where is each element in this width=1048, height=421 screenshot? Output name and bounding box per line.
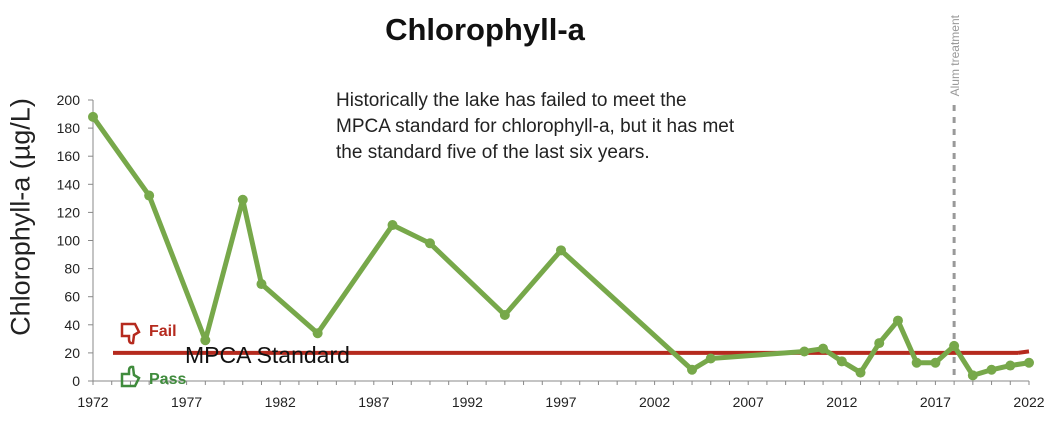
data-point (949, 340, 960, 351)
pass-label: Pass (149, 371, 186, 388)
data-point (556, 245, 566, 256)
x-tick-label: 1972 (77, 394, 108, 410)
y-tick-label: 160 (57, 148, 81, 164)
x-tick-label: 2017 (920, 394, 951, 410)
data-point (312, 328, 323, 339)
treatment-label: Alum treatment (948, 14, 962, 96)
y-tick-label: 180 (57, 120, 81, 136)
data-point (818, 343, 829, 354)
thumbs-up-icon (120, 365, 141, 388)
data-point (687, 364, 698, 375)
data-point (499, 309, 510, 320)
data-point (967, 370, 978, 381)
y-tick-label: 100 (57, 233, 81, 249)
chart-title: Chlorophyll-a (385, 12, 585, 47)
standard-label: MPCA Standard (185, 342, 350, 368)
y-tick-label: 0 (72, 373, 80, 389)
data-point (387, 220, 398, 231)
y-tick-label: 140 (57, 176, 81, 192)
data-point (836, 356, 847, 367)
data-point (144, 190, 155, 201)
x-tick-label: 1977 (171, 394, 202, 410)
x-tick-label: 1997 (545, 394, 576, 410)
data-point (88, 111, 98, 122)
annotation-text: Historically the lake has failed to meet… (336, 90, 735, 163)
y-tick-label: 200 (57, 92, 81, 108)
data-point (874, 338, 885, 349)
data-point (799, 346, 810, 357)
x-tick-label: 1982 (265, 394, 296, 410)
data-point (237, 194, 248, 205)
x-tick-label: 1987 (358, 394, 389, 410)
thumbs-down-shape (120, 322, 141, 345)
x-tick-label: 1992 (452, 394, 483, 410)
thumbs-down-icon (120, 322, 141, 345)
y-tick-label: 20 (64, 345, 80, 361)
data-point (892, 315, 903, 326)
y-tick-label: 120 (57, 204, 81, 220)
data-point (424, 238, 435, 249)
standard-line-end (1017, 349, 1030, 355)
x-tick-label: 2022 (1013, 394, 1044, 410)
data-point (200, 335, 211, 346)
y-tick-label: 40 (64, 317, 80, 333)
data-point (1005, 360, 1016, 371)
data-point (1024, 357, 1034, 368)
y-tick-label: 60 (64, 289, 80, 305)
fail-label: Fail (149, 323, 177, 340)
data-point (986, 364, 997, 375)
data-point (930, 357, 941, 368)
data-point (705, 353, 716, 364)
x-tick-label: 2002 (639, 394, 670, 410)
thumbs-up-shape (120, 365, 141, 388)
data-point (855, 367, 866, 378)
x-tick-label: 2012 (826, 394, 857, 410)
x-tick-label: 2007 (733, 394, 764, 410)
data-point (256, 279, 267, 290)
data-point (911, 357, 922, 368)
y-tick-label: 80 (64, 261, 80, 277)
